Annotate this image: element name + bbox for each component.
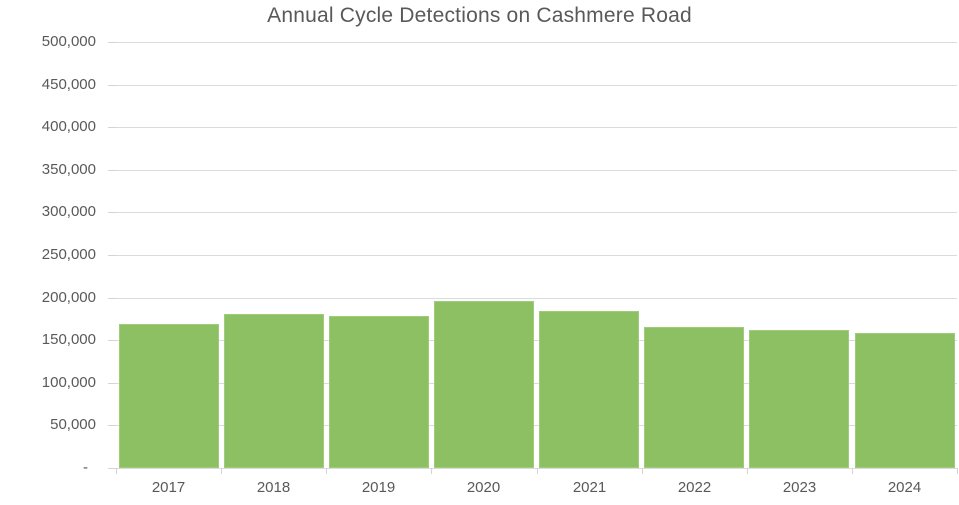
- x-axis-tick-label: 2022: [677, 479, 712, 496]
- y-axis-tick: [108, 127, 116, 128]
- bar-2022: [644, 327, 744, 468]
- y-axis-tick: [108, 340, 116, 341]
- x-axis-tick: [957, 468, 958, 474]
- y-axis-tick-label: 250,000: [41, 246, 96, 263]
- plot-area: - 50,000 100,000 150,000 200,000 250,000 300,0…: [42, 33, 958, 496]
- x-axis-tick: [852, 468, 853, 474]
- y-axis-tick-label: 500,000: [41, 33, 96, 50]
- y-axis-tick: [108, 255, 116, 256]
- bar-2018: [224, 314, 324, 468]
- y-axis-tick: [108, 298, 116, 299]
- x-axis-tick: [642, 468, 643, 474]
- x-axis-tick-label: 2021: [572, 479, 607, 496]
- gridline: [116, 255, 957, 256]
- x-axis-tick: [431, 468, 432, 474]
- gridline: [116, 340, 957, 341]
- bar-2023: [749, 330, 849, 468]
- bar-2017: [119, 324, 219, 468]
- x-axis-tick: [116, 468, 117, 474]
- y-axis-tick-label: -: [83, 459, 88, 476]
- gridline: [116, 212, 957, 213]
- y-axis-tick: [108, 383, 116, 384]
- bar-2020: [434, 301, 534, 468]
- y-axis-tick: [108, 468, 116, 469]
- y-axis-tick-label: 400,000: [41, 118, 96, 135]
- x-axis-tick-label: 2023: [782, 479, 817, 496]
- gridline: [116, 42, 957, 43]
- gridline: [116, 170, 957, 171]
- gridline: [116, 425, 957, 426]
- y-axis-tick: [108, 170, 116, 171]
- gridline: [116, 383, 957, 384]
- gridline: [116, 127, 957, 128]
- x-axis-tick: [326, 468, 327, 474]
- x-axis-tick-label: 2017: [151, 479, 186, 496]
- x-axis-tick-label: 2020: [466, 479, 501, 496]
- y-axis-tick: [108, 425, 116, 426]
- y-axis-tick-label: 450,000: [41, 76, 96, 93]
- y-axis-tick-label: 300,000: [41, 203, 96, 220]
- y-axis-tick-label: 350,000: [41, 161, 96, 178]
- gridline: [116, 468, 957, 469]
- y-axis-tick-label: 50,000: [50, 416, 96, 433]
- x-axis-tick-label: 2024: [887, 479, 922, 496]
- y-axis-tick-label: 100,000: [41, 374, 96, 391]
- bar-2019: [329, 316, 429, 468]
- y-axis-tick: [108, 212, 116, 213]
- x-axis-tick: [747, 468, 748, 474]
- gridline: [116, 298, 957, 299]
- x-axis-tick-label: 2018: [256, 479, 291, 496]
- x-axis-tick: [221, 468, 222, 474]
- y-axis-tick: [108, 42, 116, 43]
- y-axis-tick-label: 150,000: [41, 331, 96, 348]
- x-axis-tick-label: 2019: [361, 479, 396, 496]
- y-axis-tick-label: 200,000: [41, 289, 96, 306]
- bar-2021: [539, 311, 639, 468]
- x-axis-tick: [537, 468, 538, 474]
- gridline: [116, 85, 957, 86]
- y-axis-tick: [108, 85, 116, 86]
- chart-title: Annual Cycle Detections on Cashmere Road: [267, 4, 692, 27]
- bar-2024: [855, 333, 955, 468]
